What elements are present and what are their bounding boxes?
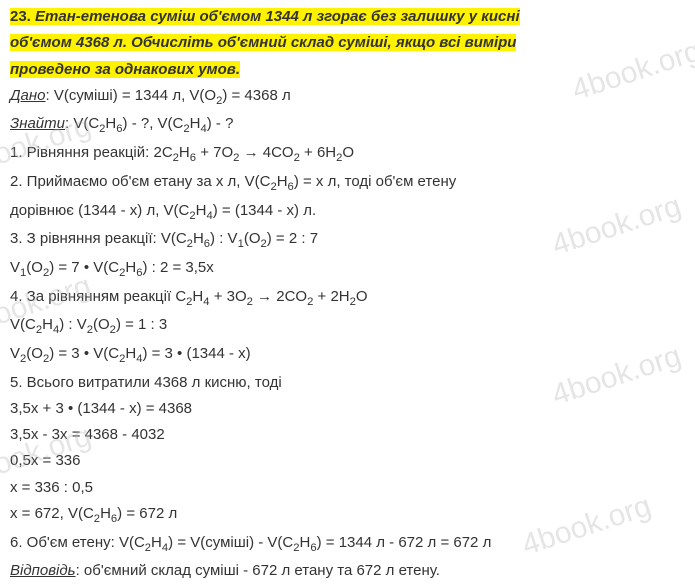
step-5f: х = 672, V(C2H6) = 672 л (10, 501, 685, 530)
step-1: 1. Рівняння реакцій: 2C2H6 + 7O2 → 4CO2 … (10, 140, 685, 169)
problem-statement: 23. Етан-етенова суміш об'ємом 1344 л зг… (10, 4, 685, 30)
step-4a: 4. За рівнянням реакції C2H4 + 3O2 → 2CO… (10, 284, 685, 313)
statement-line-2: об'ємом 4368 л. Обчисліть об'ємний склад… (10, 34, 516, 51)
step-5d: 0,5х = 336 (10, 448, 685, 474)
answer-label: Відповідь (10, 562, 76, 579)
step-5c: 3,5х - 3х = 4368 - 4032 (10, 422, 685, 448)
find-line: Знайти: V(C2H6) - ?, V(C2H4) - ? (10, 111, 685, 140)
answer-line: Відповідь: об'ємний склад суміші - 672 л… (10, 558, 685, 584)
problem-statement-3: проведено за однакових умов. (10, 57, 685, 83)
step-4c: V2(O2) = 3 • V(C2H4) = 3 • (1344 - х) (10, 341, 685, 370)
problem-statement-2: об'ємом 4368 л. Обчисліть об'ємний склад… (10, 30, 685, 56)
step-4b: V(C2H4) : V2(O2) = 1 : 3 (10, 312, 685, 341)
step-2a: 2. Приймаємо об'єм етану за х л, V(C2H6)… (10, 169, 685, 198)
given-label: Дано (10, 87, 46, 104)
step-5e: х = 336 : 0,5 (10, 475, 685, 501)
given-line: Дано: V(суміші) = 1344 л, V(O2) = 4368 л (10, 83, 685, 112)
step-6: 6. Об'єм етену: V(C2H4) = V(суміші) - V(… (10, 530, 685, 559)
step-2b: дорівнює (1344 - х) л, V(C2H4) = (1344 -… (10, 198, 685, 227)
statement-line-1: Етан-етенова суміш об'ємом 1344 л згорає… (35, 8, 520, 25)
problem-number: 23. (10, 8, 31, 25)
step-3a: 3. З рівняння реакції: V(C2H6) : V1(O2) … (10, 226, 685, 255)
statement-line-3: проведено за однакових умов. (10, 61, 240, 78)
step-5a: 5. Всього витратили 4368 л кисню, тоді (10, 370, 685, 396)
step-3b: V1(O2) = 7 • V(C2H6) : 2 = 3,5х (10, 255, 685, 284)
find-label: Знайти (10, 115, 65, 132)
document-content: 23. Етан-етенова суміш об'ємом 1344 л зг… (10, 4, 685, 585)
step-5b: 3,5х + 3 • (1344 - х) = 4368 (10, 396, 685, 422)
